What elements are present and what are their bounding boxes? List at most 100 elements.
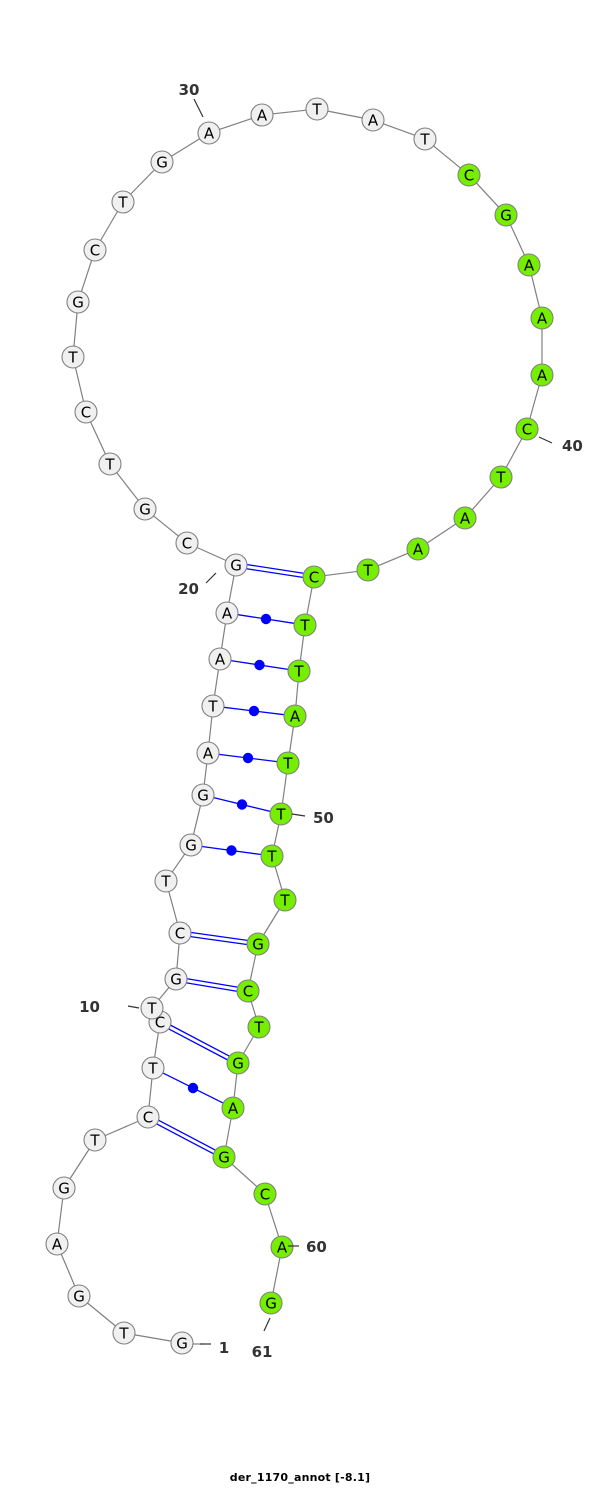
nucleotide-circle-highlighted[interactable] [515, 417, 539, 441]
nucleotide-circle-highlighted[interactable] [260, 844, 284, 868]
nucleotide-circle[interactable] [150, 150, 174, 174]
nucleotide-circle-highlighted[interactable] [457, 163, 481, 187]
nucleotide-circle[interactable] [45, 1232, 69, 1256]
nucleotide-51-T[interactable]: T [260, 844, 284, 868]
nucleotide-circle[interactable] [141, 1056, 165, 1080]
nucleotide-circle-highlighted[interactable] [247, 1015, 271, 1039]
nucleotide-circle-highlighted[interactable] [283, 704, 307, 728]
nucleotide-60-A[interactable]: A [270, 1235, 294, 1259]
nucleotide-circle[interactable] [175, 531, 199, 555]
nucleotide-32-T[interactable]: T [305, 97, 329, 121]
nucleotide-circle-highlighted[interactable] [406, 537, 430, 561]
nucleotide-circle[interactable] [83, 238, 107, 262]
nucleotide-circle[interactable] [250, 103, 274, 127]
nucleotide-circle[interactable] [224, 553, 248, 577]
nucleotide-15-G[interactable]: G [191, 783, 215, 807]
nucleotide-29-G[interactable]: G [150, 150, 174, 174]
nucleotide-38-A[interactable]: A [530, 306, 554, 330]
nucleotide-circle[interactable] [413, 127, 437, 151]
nucleotide-19-A[interactable]: A [215, 601, 239, 625]
nucleotide-circle[interactable] [83, 1128, 107, 1152]
nucleotide-circle[interactable] [154, 869, 178, 893]
nucleotide-circle-highlighted[interactable] [212, 1145, 236, 1169]
nucleotide-23-T[interactable]: T [98, 452, 122, 476]
nucleotide-circle-highlighted[interactable] [494, 203, 518, 227]
nucleotide-circle[interactable] [361, 108, 385, 132]
nucleotide-49-T[interactable]: T [276, 751, 300, 775]
nucleotide-54-C[interactable]: C [236, 979, 260, 1003]
nucleotide-27-C[interactable]: C [83, 238, 107, 262]
nucleotide-circle[interactable] [305, 97, 329, 121]
nucleotide-45-C[interactable]: C [302, 565, 326, 589]
nucleotide-circle[interactable] [61, 345, 85, 369]
nucleotide-17-T[interactable]: T [201, 694, 225, 718]
nucleotide-58-G[interactable]: G [212, 1145, 236, 1169]
nucleotide-circle[interactable] [170, 1331, 194, 1355]
nucleotide-57-A[interactable]: A [221, 1096, 245, 1120]
nucleotide-circle-highlighted[interactable] [270, 1235, 294, 1259]
nucleotide-12-C[interactable]: C [168, 921, 192, 945]
nucleotide-circle-highlighted[interactable] [302, 565, 326, 589]
nucleotide-14-G[interactable]: G [179, 833, 203, 857]
nucleotide-circle[interactable] [98, 452, 122, 476]
nucleotide-20-G[interactable]: G [224, 553, 248, 577]
nucleotide-circle-highlighted[interactable] [287, 659, 311, 683]
nucleotide-53-G[interactable]: G [246, 932, 270, 956]
nucleotide-30-A[interactable]: A [197, 121, 221, 145]
nucleotide-circle[interactable] [52, 1176, 76, 1200]
nucleotide-24-C[interactable]: C [74, 400, 98, 424]
nucleotide-37-A[interactable]: A [517, 253, 541, 277]
nucleotide-48-A[interactable]: A [283, 704, 307, 728]
nucleotide-circle-highlighted[interactable] [259, 1291, 283, 1315]
nucleotide-21-C[interactable]: C [175, 531, 199, 555]
nucleotide-61-G[interactable]: G [259, 1291, 283, 1315]
nucleotide-circle[interactable] [201, 694, 225, 718]
nucleotide-18-A[interactable]: A [208, 647, 232, 671]
nucleotide-59-C[interactable]: C [253, 1182, 277, 1206]
nucleotide-circle-highlighted[interactable] [276, 751, 300, 775]
nucleotide-circle-highlighted[interactable] [253, 1182, 277, 1206]
nucleotide-circle[interactable] [179, 833, 203, 857]
nucleotide-circle[interactable] [197, 121, 221, 145]
nucleotide-5-G[interactable]: G [52, 1176, 76, 1200]
nucleotide-circle[interactable] [164, 967, 188, 991]
nucleotide-39-A[interactable]: A [530, 363, 554, 387]
nucleotide-22-G[interactable]: G [133, 497, 157, 521]
nucleotide-circle[interactable] [140, 996, 164, 1020]
nucleotide-circle-highlighted[interactable] [489, 465, 513, 489]
nucleotide-circle[interactable] [215, 601, 239, 625]
nucleotide-circle-highlighted[interactable] [273, 888, 297, 912]
nucleotide-36-G[interactable]: G [494, 203, 518, 227]
nucleotide-6-T[interactable]: T [83, 1128, 107, 1152]
nucleotide-circle[interactable] [196, 741, 220, 765]
nucleotide-34-T[interactable]: T [413, 127, 437, 151]
nucleotide-circle-highlighted[interactable] [221, 1096, 245, 1120]
nucleotide-56-G[interactable]: G [226, 1051, 250, 1075]
nucleotide-circle-highlighted[interactable] [226, 1051, 250, 1075]
nucleotide-28-T[interactable]: T [111, 190, 135, 214]
nucleotide-circle-highlighted[interactable] [453, 506, 477, 530]
nucleotide-7-C[interactable]: C [136, 1105, 160, 1129]
nucleotide-circle[interactable] [191, 783, 215, 807]
nucleotide-16-A[interactable]: A [196, 741, 220, 765]
nucleotide-42-A[interactable]: A [453, 506, 477, 530]
nucleotide-31-A[interactable]: A [250, 103, 274, 127]
nucleotide-8-T[interactable]: T [141, 1056, 165, 1080]
nucleotide-circle[interactable] [74, 400, 98, 424]
nucleotide-35-C[interactable]: C [457, 163, 481, 187]
nucleotide-circle-highlighted[interactable] [246, 932, 270, 956]
nucleotide-3-G[interactable]: G [67, 1284, 91, 1308]
nucleotide-circle[interactable] [208, 647, 232, 671]
nucleotide-10-T[interactable]: T [140, 996, 164, 1020]
nucleotide-40-C[interactable]: C [515, 417, 539, 441]
nucleotide-33-A[interactable]: A [361, 108, 385, 132]
nucleotide-circle-highlighted[interactable] [530, 363, 554, 387]
nucleotide-26-G[interactable]: G [66, 290, 90, 314]
nucleotide-circle[interactable] [136, 1105, 160, 1129]
nucleotide-25-T[interactable]: T [61, 345, 85, 369]
nucleotide-circle[interactable] [66, 290, 90, 314]
nucleotide-circle-highlighted[interactable] [293, 613, 317, 637]
nucleotide-41-T[interactable]: T [489, 465, 513, 489]
nucleotide-circle[interactable] [168, 921, 192, 945]
nucleotide-52-T[interactable]: T [273, 888, 297, 912]
